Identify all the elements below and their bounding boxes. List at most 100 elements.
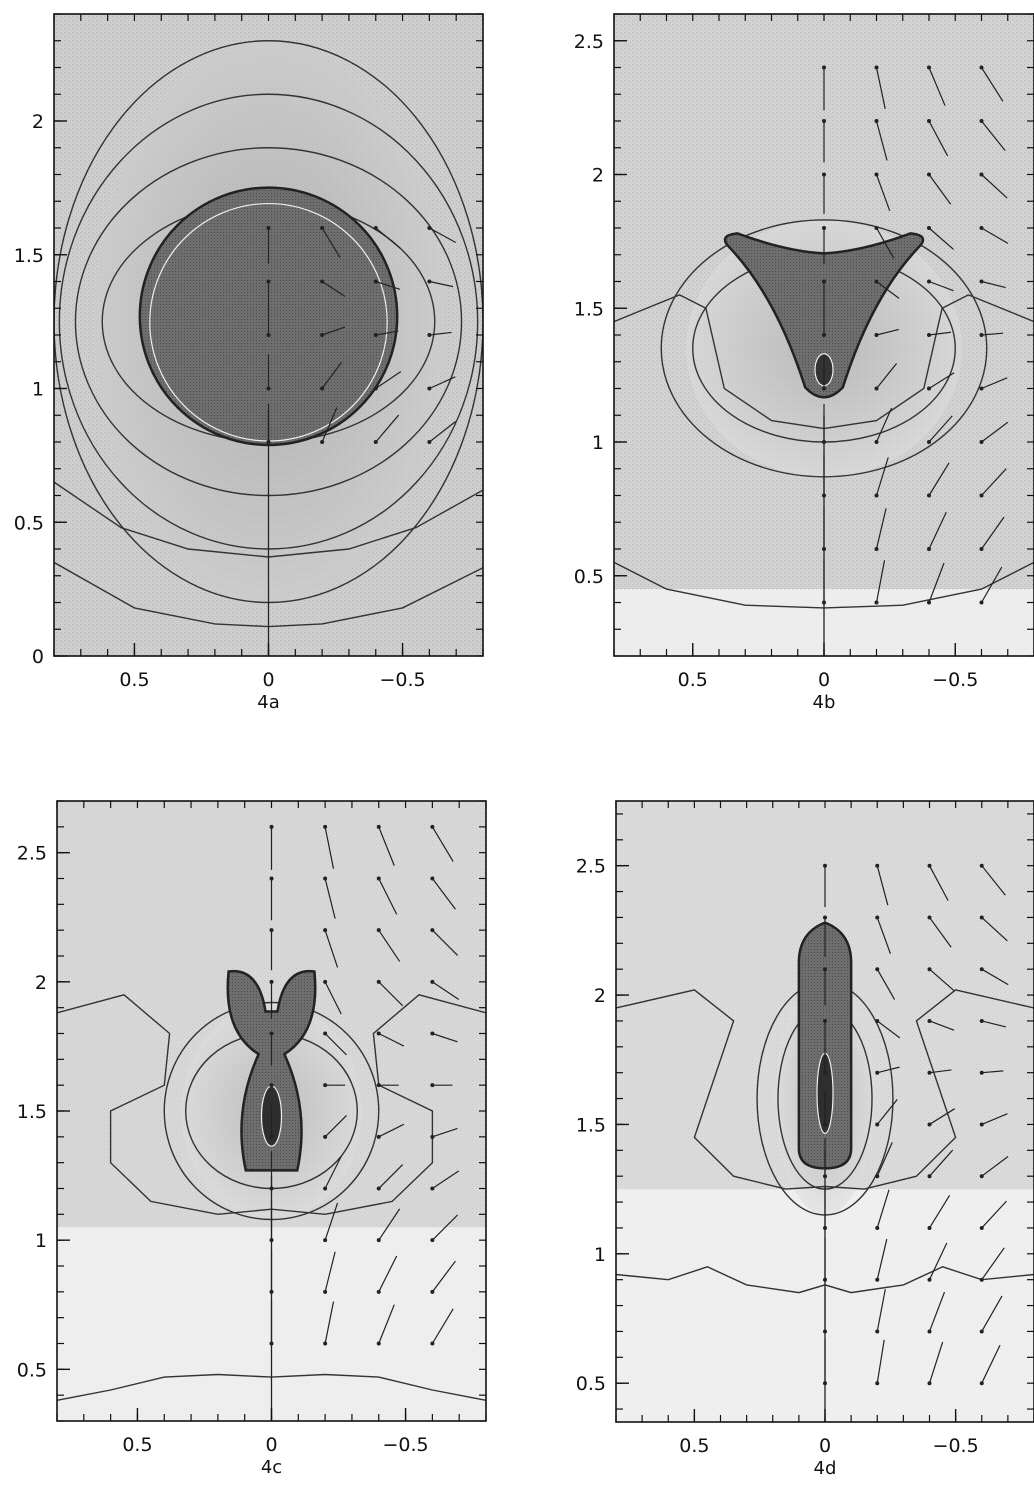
velocity-vector xyxy=(875,508,887,550)
velocity-vector xyxy=(876,1289,886,1332)
vector-point xyxy=(266,333,271,337)
y-tick-label: 1.5 xyxy=(17,1101,47,1123)
x-tick-label: 0 xyxy=(819,1435,831,1457)
vector-point xyxy=(430,1083,435,1088)
vector-point xyxy=(373,226,378,230)
x-tick-label: 0.5 xyxy=(119,669,149,691)
vector-point xyxy=(979,1277,984,1282)
vector-point xyxy=(927,1070,932,1075)
velocity-vector xyxy=(375,227,401,249)
x-tick-label: −0.5 xyxy=(382,1434,428,1456)
vector-point xyxy=(979,1329,984,1334)
velocity-vector xyxy=(378,1164,404,1189)
velocity-vector xyxy=(429,331,452,336)
vector-point xyxy=(323,928,328,933)
velocity-vector xyxy=(928,1194,951,1229)
velocity-vector xyxy=(876,1339,885,1384)
vector-point xyxy=(927,1329,932,1334)
vector-point xyxy=(874,600,879,605)
velocity-vector xyxy=(324,826,335,869)
plot-area xyxy=(57,801,486,1421)
velocity-vector xyxy=(432,1032,458,1043)
velocity-vector xyxy=(981,421,1009,443)
vector-point xyxy=(427,386,432,391)
velocity-vector xyxy=(429,376,456,390)
velocity-vector xyxy=(375,330,399,336)
y-tick-label: 2 xyxy=(35,972,47,994)
panel-4a: 0.5 0 −0.5 0 0.5 1 1.5 2 4a xyxy=(14,13,484,713)
vector-point xyxy=(373,386,378,391)
velocity-vector xyxy=(981,377,1008,390)
velocity-vector xyxy=(378,929,401,962)
velocity-vector xyxy=(928,1341,944,1384)
panel-label: 4b xyxy=(813,692,836,713)
velocity-vector xyxy=(981,280,1006,289)
velocity-vector xyxy=(876,328,899,336)
velocity-vector xyxy=(928,67,946,106)
vector-point xyxy=(823,1018,827,1023)
x-tick-label: 0.5 xyxy=(122,1434,152,1456)
vector-point xyxy=(323,979,328,984)
velocity-vector xyxy=(981,332,1004,336)
vector-point xyxy=(927,1018,932,1023)
velocity-vector xyxy=(431,1214,459,1241)
vector-point xyxy=(430,1341,435,1346)
vector-point xyxy=(269,876,274,881)
velocity-vector xyxy=(321,361,343,389)
vector-point xyxy=(927,1381,932,1386)
vector-point xyxy=(874,226,879,230)
vector-point xyxy=(320,386,325,391)
vector-point xyxy=(323,1238,328,1243)
vector-point xyxy=(430,928,435,933)
velocity-vector xyxy=(929,917,952,948)
vector-point xyxy=(266,226,271,230)
y-tick-label: 2.5 xyxy=(576,856,606,878)
velocity-vector xyxy=(876,865,889,906)
velocity-vector xyxy=(324,1301,335,1344)
vector-point xyxy=(979,547,984,551)
velocity-vector xyxy=(928,512,947,550)
vector-point xyxy=(874,440,879,444)
velocity-vector xyxy=(928,1242,948,1280)
velocity-vector xyxy=(875,227,895,259)
vector-point xyxy=(430,824,435,829)
plot-area xyxy=(616,801,1034,1422)
velocity-vector xyxy=(875,457,889,496)
velocity-vector xyxy=(324,929,339,968)
velocity-vector xyxy=(981,1070,1004,1074)
vector-point xyxy=(376,979,381,984)
velocity-vector xyxy=(431,929,459,956)
velocity-vector xyxy=(378,1208,401,1241)
velocity-vector xyxy=(321,326,346,336)
vector-point xyxy=(320,279,325,284)
velocity-vector xyxy=(378,1032,405,1047)
vector-point xyxy=(875,1070,880,1075)
velocity-vector xyxy=(324,1033,347,1056)
vector-point xyxy=(979,915,984,920)
velocity-vector xyxy=(929,968,955,992)
vector-point xyxy=(323,1031,328,1036)
y-tick-label: 1.5 xyxy=(14,245,44,267)
velocity-vector xyxy=(375,414,400,443)
y-tick-label: 2.5 xyxy=(574,31,604,53)
panel-4b: 0.5 0 −0.5 0.5 1 1.5 2 2.5 4b xyxy=(574,13,1034,713)
velocity-vector xyxy=(981,865,1006,896)
velocity-vector xyxy=(876,1142,893,1177)
velocity-vector xyxy=(928,415,953,443)
vector-point xyxy=(430,1186,435,1191)
panel-4c: 0.5 0 −0.5 0.5 1 1.5 2 2.5 4c xyxy=(17,800,487,1478)
vector-point xyxy=(979,863,984,868)
vector-point xyxy=(874,279,879,284)
vector-point xyxy=(430,1134,435,1139)
vector-point xyxy=(979,440,984,444)
vector-point xyxy=(266,279,271,284)
vector-point xyxy=(875,1277,880,1282)
velocity-vector xyxy=(928,331,952,336)
velocity-vector xyxy=(875,67,886,110)
velocity-vector xyxy=(876,281,900,299)
vector-point xyxy=(269,1031,274,1036)
vector-point xyxy=(430,979,435,984)
velocity-vector xyxy=(981,1020,1007,1028)
vector-point xyxy=(927,333,931,337)
